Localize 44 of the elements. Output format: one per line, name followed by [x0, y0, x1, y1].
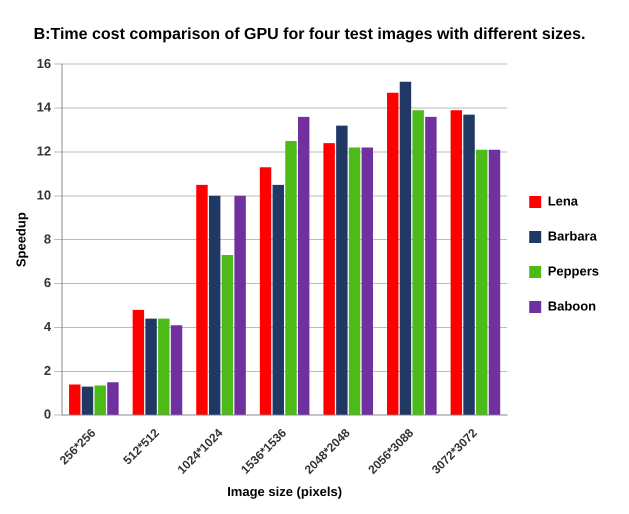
bar: [488, 150, 500, 415]
bar: [450, 110, 462, 415]
bar: [412, 110, 424, 415]
y-tick-label: 0: [44, 406, 52, 422]
y-tick-label: 12: [36, 144, 52, 159]
bar: [285, 140, 297, 415]
bar: [425, 116, 437, 415]
bar: [387, 92, 398, 415]
bar: [463, 114, 475, 415]
y-tick-label: 4: [44, 319, 52, 334]
bar: [222, 255, 234, 415]
bar: [158, 318, 170, 415]
y-tick-label: 10: [36, 187, 52, 202]
legend-label: Lena: [548, 194, 579, 209]
bar: [234, 196, 246, 415]
y-tick-label: 14: [36, 100, 52, 115]
x-axis-title: Image size (pixels): [227, 484, 342, 499]
bar: [69, 384, 80, 415]
bar: [145, 318, 157, 415]
bar: [82, 386, 94, 415]
legend-label: Baboon: [548, 298, 596, 314]
y-tick-label: 6: [44, 275, 52, 290]
bar: [362, 148, 374, 415]
bar: [260, 167, 272, 415]
bar: [94, 386, 106, 415]
bar: [323, 143, 335, 415]
y-tick-label: 16: [36, 56, 52, 71]
legend-label: Barbara: [548, 228, 598, 244]
bar: [132, 310, 144, 415]
bar: [272, 184, 284, 415]
bar: [336, 126, 348, 415]
y-tick-label: 2: [44, 362, 52, 378]
bar: [170, 325, 182, 415]
bar: [476, 150, 488, 415]
y-tick-label: 8: [44, 231, 52, 246]
bar: [348, 148, 360, 415]
bar: [400, 82, 412, 415]
bar: [298, 116, 310, 415]
bar: [107, 382, 119, 415]
y-axis-title: Speedup: [13, 212, 28, 268]
legend-label: Peppers: [548, 264, 600, 279]
bar: [196, 184, 208, 415]
bar: [208, 196, 220, 415]
chart-title: B:Time cost comparison of GPU for four test images with different sizes.: [34, 26, 586, 44]
